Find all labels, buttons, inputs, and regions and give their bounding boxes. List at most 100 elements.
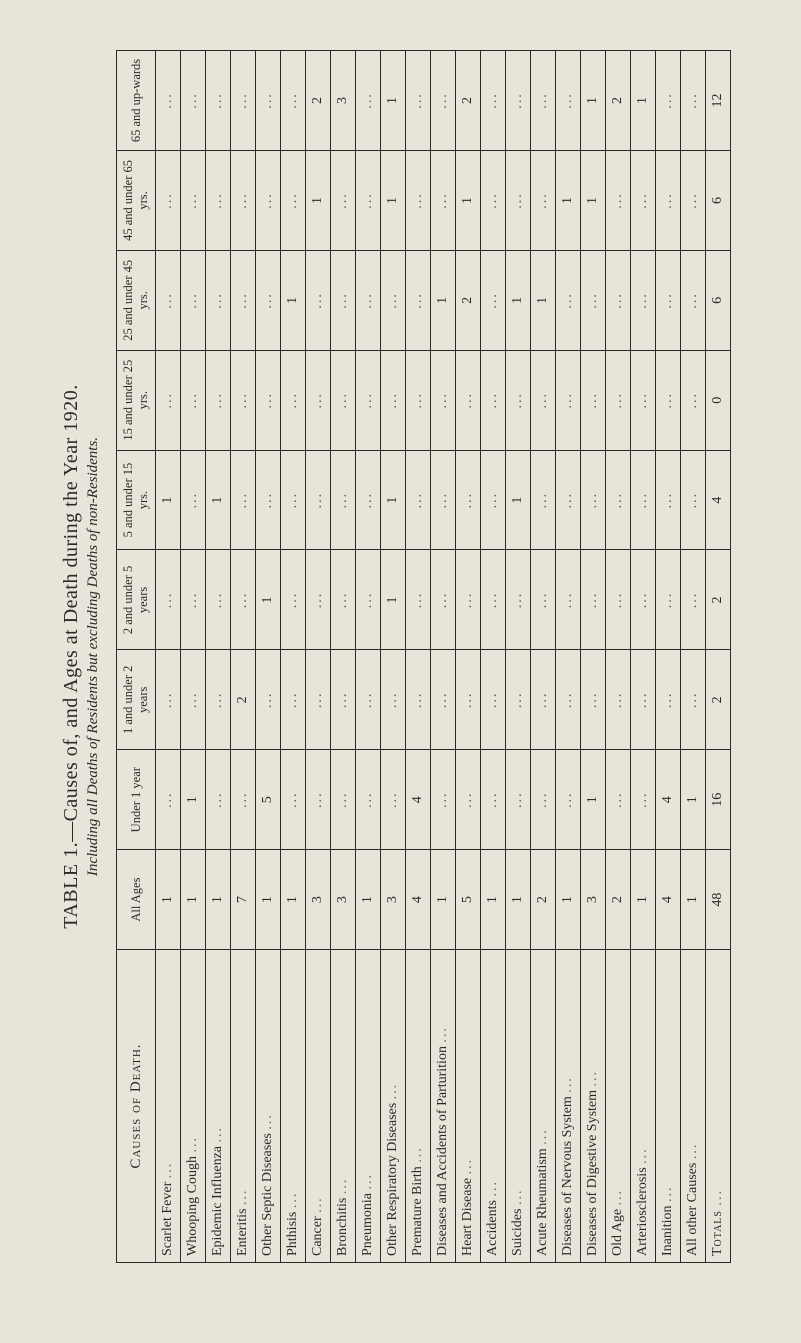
table-cell: ... <box>531 550 556 650</box>
table-title: TABLE 1.—Causes of, and Ages at Death du… <box>60 50 83 1263</box>
table-cell: ... <box>431 350 456 450</box>
totals-label: Totals ... <box>706 950 731 1263</box>
table-cell: ... <box>481 450 506 550</box>
table-row: Scarlet Fever ...1.........1............ <box>156 51 181 1263</box>
table-cell: ... <box>456 450 481 550</box>
table-cell: 1 <box>281 850 306 950</box>
table-cell: ... <box>481 750 506 850</box>
table-cell: ... <box>356 750 381 850</box>
age-col-45-65: 45 and under 65 yrs. <box>117 151 156 251</box>
table-cell: ... <box>581 250 606 350</box>
table-cell: 1 <box>556 850 581 950</box>
cause-cell: Inanition ... <box>656 950 681 1263</box>
cause-cell: Acute Rheumatism ... <box>531 950 556 1263</box>
table-cell: ... <box>356 550 381 650</box>
title-block: TABLE 1.—Causes of, and Ages at Death du… <box>60 50 102 1263</box>
table-cell: ... <box>281 550 306 650</box>
table-cell: 3 <box>331 51 356 151</box>
table-cell: 3 <box>306 850 331 950</box>
table-cell: ... <box>331 250 356 350</box>
table-cell: 1 <box>281 250 306 350</box>
table-cell: ... <box>156 250 181 350</box>
age-col-15-25: 15 and under 25 yrs. <box>117 350 156 450</box>
table-cell: 1 <box>506 450 531 550</box>
table-cell: 2 <box>231 650 256 750</box>
table-cell: ... <box>431 151 456 251</box>
table-cell: ... <box>556 450 581 550</box>
table-cell: ... <box>156 650 181 750</box>
table-cell: ... <box>331 650 356 750</box>
table-cell: ... <box>556 650 581 750</box>
table-cell: ... <box>231 350 256 450</box>
cause-cell: Epidemic Influenza ... <box>206 950 231 1263</box>
table-cell: 1 <box>431 850 456 950</box>
table-cell: ... <box>506 350 531 450</box>
table-cell: ... <box>231 750 256 850</box>
table-cell: ... <box>481 650 506 750</box>
table-cell: ... <box>656 350 681 450</box>
table-cell: 3 <box>331 850 356 950</box>
table-cell: ... <box>606 750 631 850</box>
table-cell: ... <box>156 550 181 650</box>
table-cell: 1 <box>506 850 531 950</box>
table-row: Epidemic Influenza ...1.........1.......… <box>206 51 231 1263</box>
table-cell: ... <box>206 51 231 151</box>
table-cell: ... <box>656 51 681 151</box>
table-cell: ... <box>356 151 381 251</box>
table-cell: 1 <box>581 51 606 151</box>
table-cell: ... <box>256 450 281 550</box>
table-cell: ... <box>306 450 331 550</box>
table-cell: ... <box>681 450 706 550</box>
table-cell: 1 <box>381 550 406 650</box>
table-cell: ... <box>506 151 531 251</box>
table-cell: ... <box>306 250 331 350</box>
table-cell: 2 <box>706 550 731 650</box>
table-cell: ... <box>456 350 481 450</box>
table-cell: ... <box>381 750 406 850</box>
table-cell: ... <box>531 750 556 850</box>
table-cell: 1 <box>206 850 231 950</box>
table-cell: 4 <box>656 750 681 850</box>
table-cell: ... <box>506 550 531 650</box>
table-row: Pneumonia ...1........................ <box>356 51 381 1263</box>
table-cell: ... <box>231 250 256 350</box>
rotated-content: TABLE 1.—Causes of, and Ages at Death du… <box>0 0 801 1343</box>
table-cell: ... <box>681 151 706 251</box>
table-row: All other Causes ...11..................… <box>681 51 706 1263</box>
table-cell: ... <box>331 550 356 650</box>
table-cell: 3 <box>581 850 606 950</box>
table-cell: ... <box>406 51 431 151</box>
table-cell: 2 <box>456 51 481 151</box>
table-subtitle: Including all Deaths of Residents but ex… <box>85 50 102 1263</box>
table-cell: ... <box>181 450 206 550</box>
age-col-65-up: 65 and up-wards <box>117 51 156 151</box>
cause-header: Causes of Death. <box>117 950 156 1263</box>
table-row: Inanition ...44..................... <box>656 51 681 1263</box>
table-cell: ... <box>456 650 481 750</box>
table-cell: 48 <box>706 850 731 950</box>
cause-cell: All other Causes ... <box>681 950 706 1263</box>
table-cell: ... <box>231 550 256 650</box>
table-cell: ... <box>231 51 256 151</box>
table-cell: 0 <box>706 350 731 450</box>
table-cell: 1 <box>581 151 606 251</box>
cause-cell: Heart Disease ... <box>456 950 481 1263</box>
cause-cell: Other Septic Diseases ... <box>256 950 281 1263</box>
table-cell: ... <box>281 650 306 750</box>
table-cell: ... <box>656 250 681 350</box>
table-cell: ... <box>406 450 431 550</box>
age-col-2-5: 2 and under 5 years <box>117 550 156 650</box>
table-cell: 2 <box>306 51 331 151</box>
table-row: Accidents ...1........................ <box>481 51 506 1263</box>
table-cell: ... <box>631 550 656 650</box>
table-cell: 1 <box>556 151 581 251</box>
table-cell: 1 <box>181 850 206 950</box>
table-cell: 2 <box>606 51 631 151</box>
table-cell: 5 <box>256 750 281 850</box>
table-row: Old Age ...2.....................2 <box>606 51 631 1263</box>
table-row: Heart Disease ...5...............212 <box>456 51 481 1263</box>
table-row: Enteritis ...7...2.................. <box>231 51 256 1263</box>
table-row: Diseases of Digestive System ...31......… <box>581 51 606 1263</box>
table-row: Diseases and Accidents of Parturition ..… <box>431 51 456 1263</box>
table-cell: ... <box>181 650 206 750</box>
